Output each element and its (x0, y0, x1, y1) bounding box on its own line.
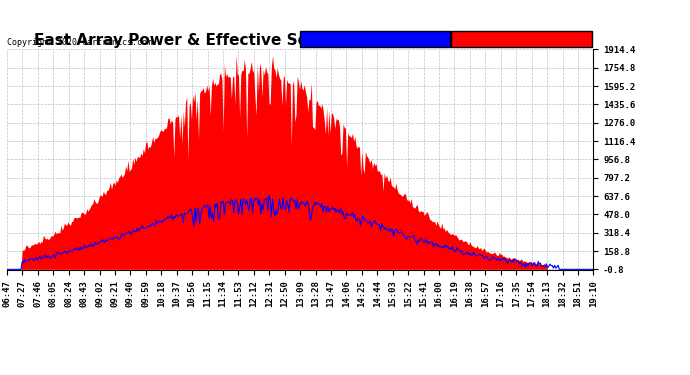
Text: Copyright 2020 Cartronics.com: Copyright 2020 Cartronics.com (7, 38, 152, 46)
FancyBboxPatch shape (451, 31, 591, 46)
FancyBboxPatch shape (300, 31, 450, 46)
Text: Radiation (Effective w/m2): Radiation (Effective w/m2) (310, 34, 440, 43)
Title: East Array Power & Effective Solar Radiation Wed Apr 1 19:20: East Array Power & Effective Solar Radia… (34, 33, 566, 48)
Text: East Array (DC Watts): East Array (DC Watts) (469, 34, 574, 43)
